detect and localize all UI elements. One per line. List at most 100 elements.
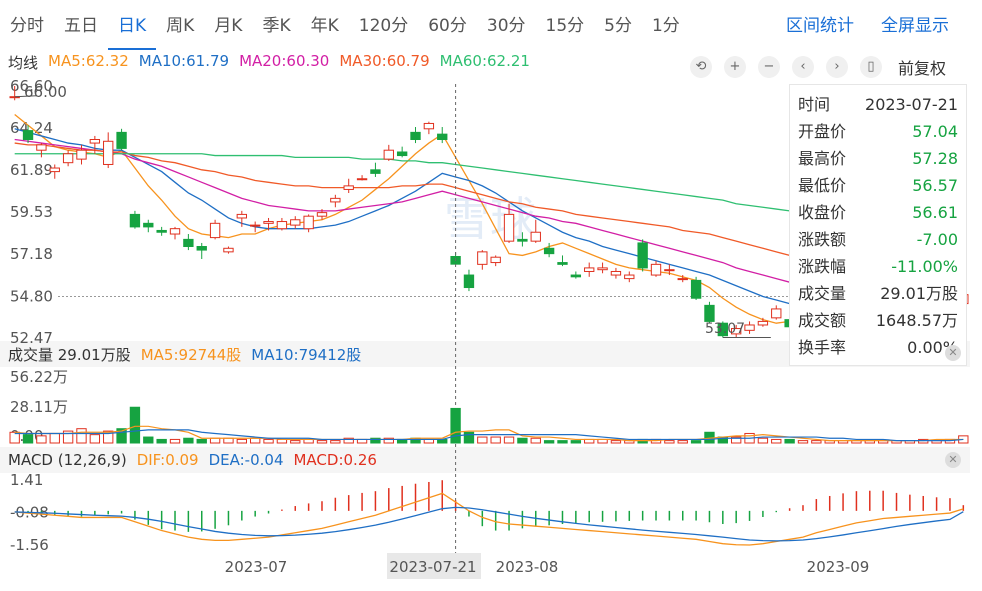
- candle-body: [517, 238, 528, 242]
- x-axis-label: 2023-08: [496, 558, 559, 576]
- candle-body: [36, 144, 47, 151]
- info-row: 最低价 56.57: [798, 172, 958, 199]
- info-value: -7.00: [916, 230, 958, 249]
- tab-9[interactable]: 30分: [486, 16, 526, 36]
- volume-bar: [450, 407, 461, 444]
- info-row: 涨跌额 -7.00: [798, 226, 958, 253]
- tab-12[interactable]: 1分: [651, 16, 680, 36]
- volume-bar: [731, 436, 742, 444]
- volume-bar: [236, 438, 247, 444]
- volume-bar: [223, 437, 234, 444]
- price-tick-label: 54.80: [10, 287, 53, 305]
- info-panel: 时间 2023-07-21 开盘价 57.04 最高价 57.28 最低价 56.57 收盘价 5…: [789, 84, 967, 366]
- ma20-legend: MA20:60.30: [239, 52, 330, 70]
- candle-body: [276, 221, 288, 230]
- candle-body: [223, 247, 234, 253]
- macd-header-bar: [0, 447, 970, 473]
- tab-7[interactable]: 120分: [358, 16, 409, 36]
- volume-tick-label: 28.11万: [10, 398, 68, 416]
- volume-bar: [757, 437, 769, 444]
- macd-legend-title: MACD (12,26,9): [8, 451, 127, 469]
- candle-body: [570, 274, 582, 278]
- candle-body: [156, 229, 167, 233]
- volume-ma-line-ma5: [14, 425, 964, 442]
- candle-body: [143, 222, 154, 228]
- interval-stats-link[interactable]: 区间统计: [786, 16, 854, 36]
- info-key: 收盘价: [798, 203, 847, 222]
- volume-bar: [156, 438, 167, 444]
- price-tick-label: 61.89: [10, 161, 53, 179]
- volume-bar: [664, 440, 675, 444]
- volume-bar: [209, 437, 221, 444]
- tab-8[interactable]: 60分: [428, 16, 467, 36]
- candle-body: [330, 197, 341, 203]
- info-row: 开盘价 57.04: [798, 118, 958, 145]
- volume-bar: [89, 434, 101, 444]
- arrow-left-icon[interactable]: ‹: [792, 56, 814, 78]
- tab-5[interactable]: 季K: [262, 16, 291, 36]
- min-marker-label: 53.07: [705, 321, 745, 337]
- tab-11[interactable]: 5分: [604, 16, 632, 36]
- fullscreen-link[interactable]: 全屏显示: [881, 16, 949, 36]
- candle-body: [650, 263, 662, 276]
- close-info-icon[interactable]: ✕: [945, 345, 961, 361]
- tab-0[interactable]: 分时: [10, 16, 44, 36]
- tab-2[interactable]: 日K: [108, 0, 157, 50]
- candle-body: [49, 167, 60, 173]
- tab-4[interactable]: 月K: [214, 16, 243, 36]
- candle-body: [196, 246, 207, 251]
- candle-body: [477, 251, 488, 265]
- ma30-legend: MA30:60.79: [339, 52, 430, 70]
- candle-icon[interactable]: ▯: [860, 56, 882, 78]
- candle-body: [677, 278, 688, 281]
- close-macd-icon[interactable]: ✕: [945, 452, 961, 468]
- volume-bar: [116, 428, 127, 444]
- info-key: 开盘价: [798, 122, 847, 141]
- info-row: 收盘价 56.61: [798, 199, 958, 226]
- ma10-legend: MA10:61.79: [138, 52, 230, 70]
- tab-6[interactable]: 年K: [310, 16, 339, 36]
- info-row: 最高价 57.28: [798, 145, 958, 172]
- volume-bar: [36, 435, 47, 444]
- candle-body: [557, 262, 568, 265]
- candle-body: [704, 304, 715, 322]
- candle-body: [62, 153, 74, 164]
- volume-bar: [129, 406, 141, 444]
- volume-bar: [797, 440, 809, 444]
- info-key: 换手率: [798, 338, 847, 357]
- volume-bar: [196, 438, 207, 444]
- adjust-mode-select[interactable]: 前复权: [898, 59, 947, 78]
- macd-legend: MACD (12,26,9) DIF:0.09 DEA:-0.04 MACD:0…: [8, 451, 377, 469]
- candle-body: [664, 269, 675, 272]
- volume-bar: [383, 437, 394, 444]
- candle-body: [316, 212, 328, 217]
- tab-3[interactable]: 周K: [166, 16, 195, 36]
- candle-body: [236, 213, 247, 219]
- info-key: 最低价: [798, 176, 847, 195]
- volume-bar: [290, 440, 301, 444]
- volume-bar: [517, 437, 528, 444]
- zoom-out-icon[interactable]: −: [758, 56, 780, 78]
- volume-bar: [543, 440, 555, 444]
- info-value: -11.00%: [891, 257, 958, 276]
- volume-bar: [570, 440, 582, 444]
- info-key: 成交量: [798, 284, 847, 303]
- tab-1[interactable]: 五日: [64, 16, 98, 36]
- volume-bar: [503, 436, 515, 444]
- candle-body: [463, 274, 475, 289]
- volume-bar: [610, 440, 622, 444]
- zoom-in-icon[interactable]: +: [724, 56, 746, 78]
- vol-ma10-legend: MA10:79412股: [251, 346, 362, 364]
- candle-body: [597, 267, 608, 271]
- candle-body: [343, 185, 354, 190]
- candle-body: [610, 270, 622, 276]
- vol-ma5-legend: MA5:92744股: [140, 346, 242, 364]
- tab-10[interactable]: 15分: [545, 16, 585, 36]
- arrow-right-icon[interactable]: ›: [826, 56, 848, 78]
- info-key: 成交额: [798, 311, 847, 330]
- price-tick-label: 66.60: [10, 77, 53, 95]
- candle-body: [771, 308, 782, 319]
- candle-body: [410, 131, 421, 141]
- x-axis-label: 2023-09: [807, 558, 870, 576]
- undo-icon[interactable]: ⟲: [690, 56, 712, 78]
